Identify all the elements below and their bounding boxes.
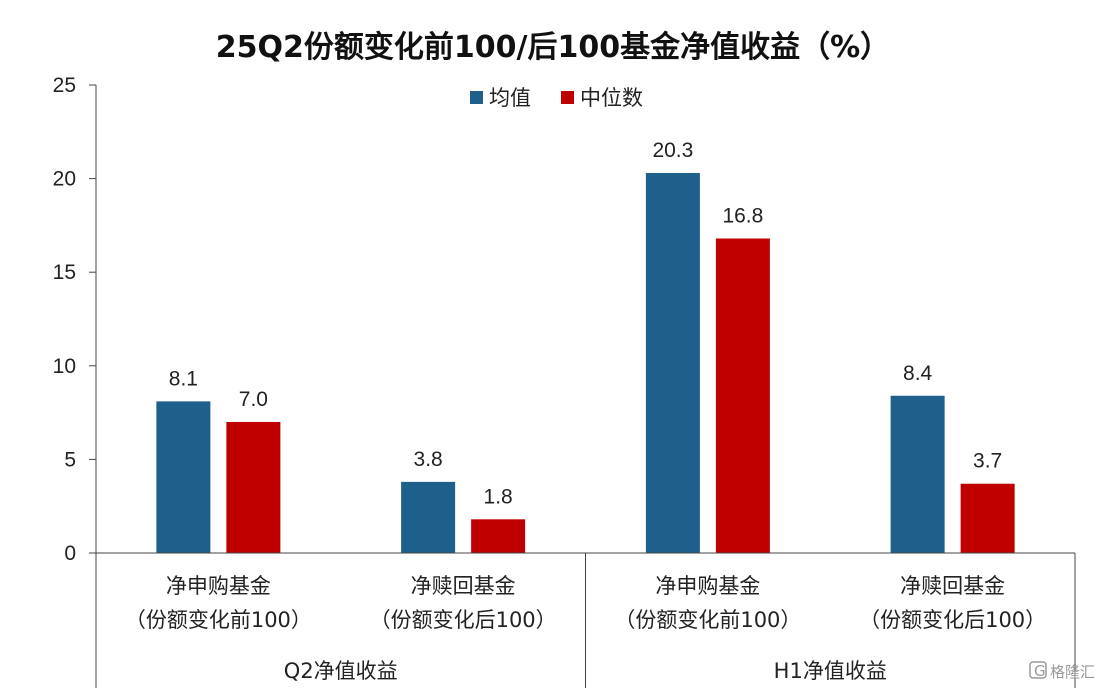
- category-label: 净申购基金: [166, 574, 271, 598]
- data-label: 7.0: [239, 388, 268, 411]
- legend-swatch: [561, 91, 574, 104]
- data-label: 8.4: [903, 362, 933, 385]
- y-tick-label: 15: [53, 261, 76, 284]
- chart-title: 25Q2份额变化前100/后100基金净值收益（%）: [215, 30, 891, 65]
- bar: [645, 172, 700, 553]
- y-tick-label: 20: [53, 168, 76, 191]
- x-axis: 净申购基金 （份额变化前100） 净赎回基金 （份额变化后100） 净申购基金 （份额变化…: [95, 552, 1076, 688]
- bar: [471, 519, 526, 553]
- gelonghui-logo-icon: G: [1029, 661, 1047, 680]
- svg-text:G: G: [1034, 662, 1046, 680]
- data-label: 3.8: [414, 448, 443, 471]
- bars: 8.1 7.0 3.8 1.8 20.3 16.8 8.4 3.7: [156, 139, 1015, 553]
- category-label: 净赎回基金: [411, 574, 516, 598]
- category-sublabel: （份额变化前100）: [614, 608, 801, 632]
- category-sublabel: （份额变化前100）: [125, 608, 312, 632]
- group-label: H1净值收益: [774, 659, 887, 683]
- watermark-text: 格隆汇: [1050, 663, 1095, 681]
- bar: [715, 238, 770, 553]
- category-sublabel: （份额变化后100）: [370, 608, 557, 632]
- category-label: 净申购基金: [655, 574, 760, 598]
- y-tick-label: 25: [53, 74, 76, 97]
- data-label: 16.8: [722, 205, 763, 228]
- group-label: Q2净值收益: [284, 659, 398, 683]
- category-sublabel: （份额变化后100）: [859, 608, 1046, 632]
- bar: [156, 401, 211, 553]
- bar: [226, 421, 281, 553]
- y-tick-label: 5: [64, 448, 76, 471]
- data-label: 3.7: [973, 450, 1002, 473]
- y-tick-label: 0: [64, 542, 76, 565]
- data-label: 20.3: [652, 139, 693, 162]
- legend: 均值 中位数: [470, 86, 643, 110]
- category-label: 净赎回基金: [900, 574, 1005, 598]
- bar: [401, 481, 456, 553]
- legend-label: 均值: [489, 86, 531, 110]
- y-tick-label: 10: [53, 355, 76, 378]
- legend-label: 中位数: [580, 86, 643, 110]
- watermark: G 格隆汇: [1029, 661, 1095, 681]
- data-label: 1.8: [484, 485, 513, 508]
- bar: [960, 483, 1015, 553]
- data-label: 8.1: [169, 367, 198, 390]
- bar: [890, 395, 945, 553]
- legend-swatch: [470, 91, 483, 104]
- y-axis: 0 5 10 15 20 25: [53, 74, 97, 565]
